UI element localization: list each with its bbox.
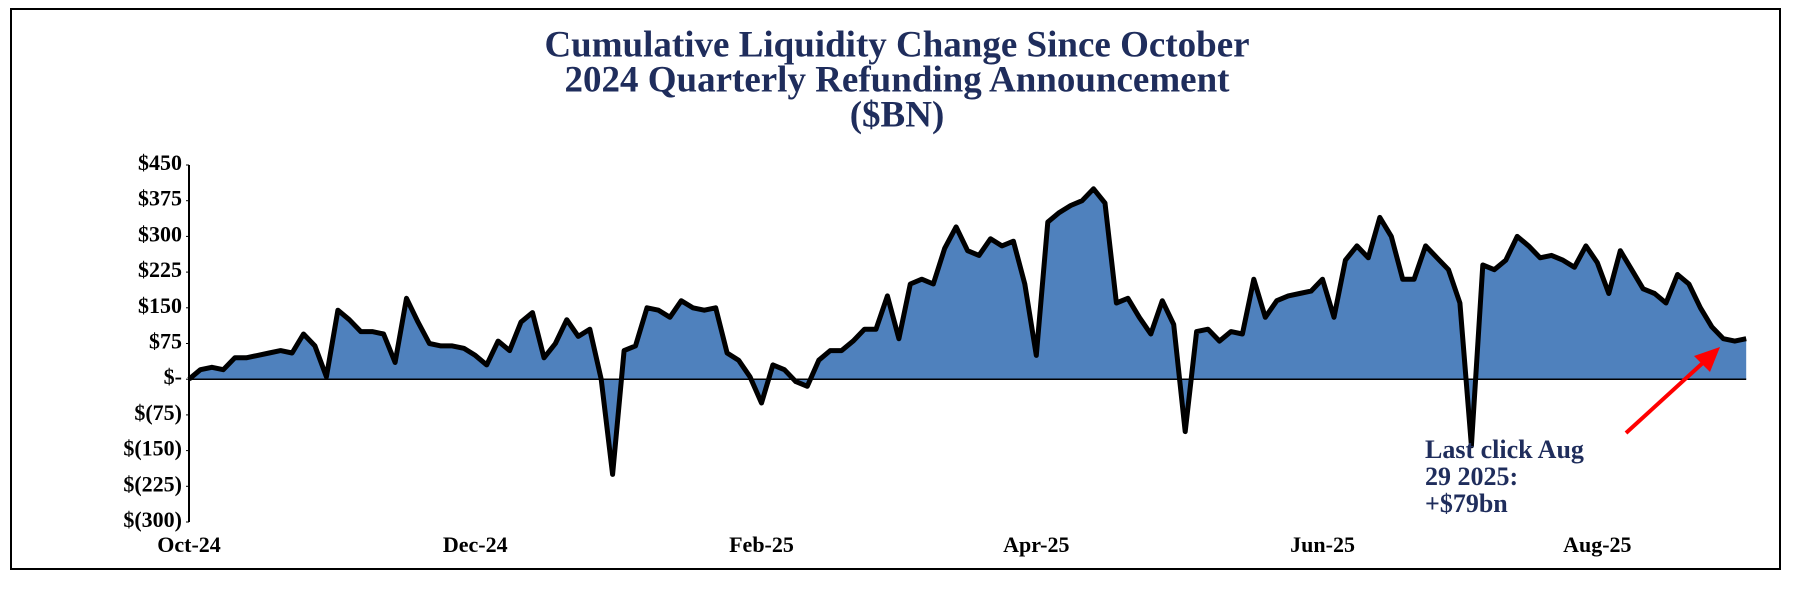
frame [10, 8, 1781, 570]
y-tick-label: $450 [138, 150, 182, 175]
arrow-head [1694, 347, 1720, 372]
annotation: 29 2025: [1425, 462, 1518, 491]
chart-title: Cumulative Liquidity Change Since Octobe… [544, 24, 1249, 65]
x-tick-label: Oct-24 [157, 532, 221, 557]
y-tick-label: $(300) [123, 507, 182, 532]
annotation: Last click Aug [1425, 435, 1584, 464]
x-tick-label: Apr-25 [1003, 532, 1069, 557]
line [187, 186, 1747, 477]
x-tick-label: Feb-25 [729, 532, 794, 557]
y-tick-label: $150 [138, 293, 182, 318]
y-tick-label: $(75) [134, 400, 182, 425]
area [189, 188, 1747, 475]
x-tick-label: Jun-25 [1290, 532, 1355, 557]
y-tick-label: $- [164, 364, 182, 389]
x-tick-label: Aug-25 [1563, 532, 1631, 557]
y-tick-label: $225 [138, 257, 182, 282]
y-tick-label: $75 [149, 329, 182, 354]
y-tick-label: $(150) [123, 436, 182, 461]
y-tick-label: $375 [138, 186, 182, 211]
y-tick-label: $300 [138, 221, 182, 246]
annotation: +$79bn [1425, 489, 1508, 518]
arrow [1624, 358, 1708, 435]
x-tick-label: Dec-24 [443, 532, 508, 557]
y-tick-label: $(225) [123, 471, 182, 496]
chart-title: 2024 Quarterly Refunding Announcement [564, 59, 1230, 100]
chart-title: ($BN) [850, 94, 945, 135]
